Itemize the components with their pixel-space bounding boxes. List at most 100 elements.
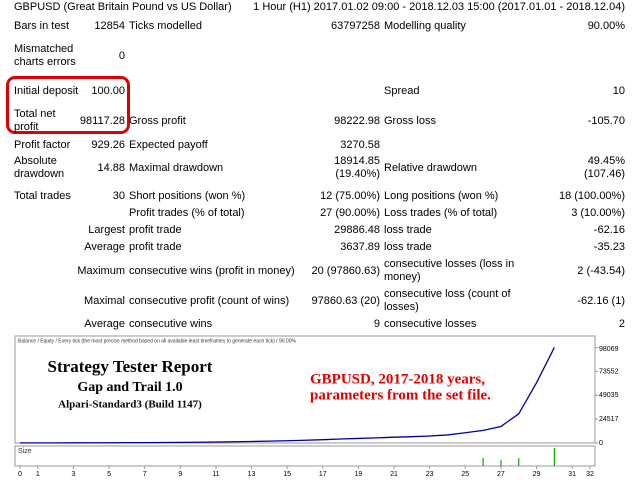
x-tick-label: 21 <box>390 471 398 478</box>
highlight-box <box>6 76 130 134</box>
report-value: 100.00 <box>91 84 125 97</box>
report-value: -62.16 (1) <box>577 294 625 307</box>
x-tick-label: 17 <box>319 471 327 478</box>
report-label: Gross profit <box>129 114 186 127</box>
x-tick-label: 32 <box>586 471 594 478</box>
chart-frame <box>14 335 596 444</box>
report-label: loss trade <box>384 223 432 236</box>
report-value: 29886.48 <box>334 223 380 236</box>
report-label: loss trade <box>384 240 432 253</box>
overlay-build: Alpari-Standard3 (Build 1147) <box>58 399 202 411</box>
report-value: 3637.89 <box>340 240 380 253</box>
report-label: Spread <box>384 84 420 97</box>
report-label: Profit trades (% of total) <box>129 206 245 219</box>
overlay-title: Strategy Tester Report <box>48 357 213 376</box>
report-value: -35.23 <box>593 240 625 253</box>
report-value: 98222.98 <box>334 114 380 127</box>
report-value: 12854 <box>94 19 125 32</box>
report-label: consecutive wins <box>129 317 213 330</box>
report-value: 3270.58 <box>340 138 380 151</box>
overlay-subtitle: Gap and Trail 1.0 <box>77 380 182 395</box>
x-tick-label: 29 <box>533 471 541 478</box>
report-label: profit trade <box>129 240 182 253</box>
report-label: Long positions (won %) <box>384 189 499 202</box>
x-tick-label: 23 <box>426 471 434 478</box>
report-value: 10 <box>612 84 625 97</box>
report-value: 2 (-43.54) <box>577 264 625 277</box>
report-value: 2 <box>618 317 625 330</box>
balance-line <box>19 347 555 444</box>
report-label: Loss trades (% of total) <box>384 206 498 219</box>
report-value: 18914.85 (19.40%) <box>334 155 380 180</box>
report-value: 90.00% <box>587 19 625 32</box>
report-label: Total trades <box>14 189 71 202</box>
size-label: Size <box>18 448 32 455</box>
x-tick-label: 27 <box>497 471 505 478</box>
report-value: Average <box>84 317 125 330</box>
report-value: 30 <box>112 189 125 202</box>
y-tick-label: 24517 <box>599 416 619 423</box>
report-value: Maximum <box>77 264 125 277</box>
report-value: 27 (90.00%) <box>320 206 380 219</box>
x-tick-label: 25 <box>461 471 469 478</box>
report-value: 9 <box>373 317 380 330</box>
report-value: 98117.28 <box>79 114 125 127</box>
report-label: Bars in test <box>14 19 70 32</box>
report-value: -105.70 <box>587 114 625 127</box>
report-label: consecutive profit (count of wins) <box>129 294 290 307</box>
report-value: Average <box>84 240 125 253</box>
report-label: consecutive losses (loss in money) <box>384 258 515 283</box>
chart-legend: Balance / Equity / Every tick (the most … <box>18 338 296 344</box>
report-value: 929.26 <box>91 138 125 151</box>
report-label: Expected payoff <box>129 138 208 151</box>
report-label: Total net profit <box>14 108 56 133</box>
x-tick-label: 19 <box>355 471 363 478</box>
report-label: consecutive losses <box>384 317 477 330</box>
report-label: Short positions (won %) <box>129 189 246 202</box>
x-tick-label: 7 <box>143 471 147 478</box>
report-value: 1 Hour (H1) 2017.01.02 09:00 - 2018.12.0… <box>253 0 625 13</box>
report-label: Gross loss <box>384 114 436 127</box>
report-value: 97860.63 (20) <box>311 294 381 307</box>
report-value: Maximal <box>84 294 125 307</box>
size-frame <box>14 445 596 467</box>
x-tick-label: 15 <box>283 471 291 478</box>
x-tick-label: 1 <box>36 471 40 478</box>
report-value: 20 (97860.63) <box>311 264 381 277</box>
report-label: Ticks modelled <box>129 19 202 32</box>
x-tick-label: 13 <box>248 471 256 478</box>
report-value: 0 <box>118 49 125 62</box>
report-label: consecutive loss (count of losses) <box>384 288 511 313</box>
report-value: 14.88 <box>97 161 125 174</box>
report-label: Initial deposit <box>14 84 79 97</box>
report-value: 3 (10.00%) <box>571 206 625 219</box>
x-tick-label: 31 <box>568 471 576 478</box>
report-label: GBPUSD (Great Britain Pound vs US Dollar… <box>14 0 232 13</box>
report-label: Mismatched charts errors <box>14 43 76 68</box>
report-value: Largest <box>88 223 125 236</box>
report-label: Absolute drawdown <box>14 155 65 180</box>
x-tick-label: 11 <box>212 471 219 478</box>
report-label: Relative drawdown <box>384 161 477 174</box>
overlay-note: GBPUSD, 2017-2018 years, <box>310 371 485 387</box>
report-value: 12 (75.00%) <box>320 189 380 202</box>
report-label: Modelling quality <box>384 19 466 32</box>
report-label: consecutive wins (profit in money) <box>129 264 295 277</box>
y-tick-label: 73552 <box>599 368 619 375</box>
y-tick-label: 0 <box>599 440 603 447</box>
x-tick-label: 0 <box>18 471 22 478</box>
report-value: -62.16 <box>593 223 625 236</box>
report-value: 63797258 <box>331 19 380 32</box>
report-label: Maximal drawdown <box>129 161 224 174</box>
report-label: profit trade <box>129 223 182 236</box>
x-tick-label: 3 <box>71 471 75 478</box>
overlay-note: parameters from the set file. <box>310 387 491 403</box>
x-tick-label: 5 <box>107 471 111 478</box>
y-tick-label: 98069 <box>599 346 619 353</box>
report-value: 49.45% (107.46) <box>584 155 625 180</box>
x-tick-label: 9 <box>178 471 182 478</box>
report-label: Profit factor <box>14 138 71 151</box>
y-tick-label: 49035 <box>599 392 619 399</box>
